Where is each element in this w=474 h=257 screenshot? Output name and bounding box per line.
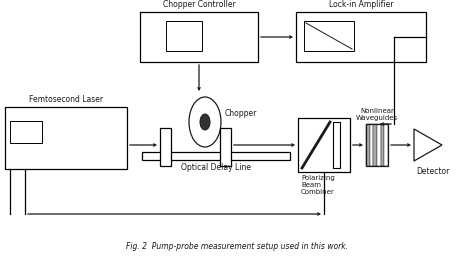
Ellipse shape — [200, 114, 210, 130]
Text: Nonlinear
Waveguides: Nonlinear Waveguides — [356, 108, 398, 121]
Bar — [166, 21, 202, 51]
Bar — [384, 124, 388, 166]
Bar — [160, 128, 171, 166]
Text: Optical Delay Line: Optical Delay Line — [181, 163, 251, 172]
Bar — [140, 12, 258, 62]
Text: Femtosecond Laser: Femtosecond Laser — [29, 95, 103, 104]
Bar — [142, 152, 290, 160]
Bar — [374, 124, 377, 166]
Bar — [298, 118, 350, 172]
Bar — [377, 124, 381, 166]
Bar — [5, 107, 127, 169]
Bar — [296, 12, 426, 62]
Bar — [333, 122, 340, 168]
Bar — [370, 124, 374, 166]
Text: Polarizing
Beam
Combiner: Polarizing Beam Combiner — [301, 175, 335, 195]
Bar — [220, 128, 231, 166]
Text: Chopper Controller: Chopper Controller — [163, 0, 236, 9]
Bar — [381, 124, 384, 166]
Text: Lock-in Amplifier: Lock-in Amplifier — [329, 0, 393, 9]
Text: Chopper: Chopper — [225, 109, 257, 118]
Bar — [10, 121, 42, 143]
Text: Fig. 2  Pump-probe measurement setup used in this work.: Fig. 2 Pump-probe measurement setup used… — [126, 242, 348, 251]
Text: Detector: Detector — [416, 167, 450, 176]
Bar — [366, 124, 388, 166]
Bar — [304, 21, 354, 51]
Bar — [366, 124, 370, 166]
